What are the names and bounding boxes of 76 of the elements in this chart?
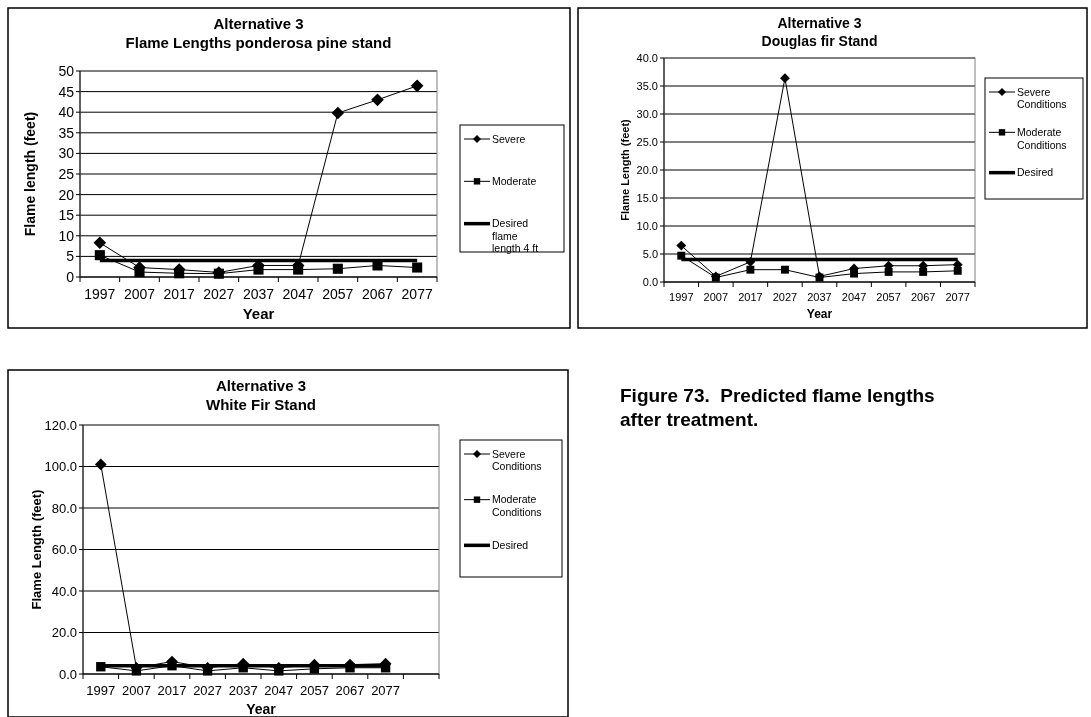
x-tick-label: 2017 [163, 286, 195, 302]
x-tick-label: 1997 [84, 286, 116, 302]
chart-title: Alternative 3 [777, 15, 862, 31]
x-tick-label: 2027 [193, 683, 223, 698]
legend-label: Moderate Conditions [492, 493, 542, 518]
chart-subtitle: Flame Lengths ponderosa pine stand [125, 34, 392, 51]
y-tick-label: 35 [58, 124, 75, 141]
y-tick-label: 40.0 [51, 583, 77, 599]
legend-label: Moderate Conditions [1017, 126, 1067, 151]
chart-title: Alternative 3 [215, 377, 307, 394]
y-tick-label: 45 [58, 83, 75, 100]
x-tick-label: 2067 [335, 683, 365, 698]
x-tick-label: 2007 [121, 683, 151, 698]
y-tick-label: 0.0 [642, 275, 658, 288]
x-tick-label: 2067 [361, 286, 394, 302]
x-axis-title: Year [242, 305, 275, 322]
y-tick-label: 20 [58, 186, 75, 203]
x-tick-label: 2077 [371, 683, 401, 698]
y-tick-label: 0.0 [58, 666, 77, 682]
legend-label: Severe Conditions [1017, 85, 1067, 111]
x-tick-label: 2047 [841, 291, 867, 303]
x-tick-label: 2057 [322, 286, 354, 302]
y-tick-label: 20.0 [51, 625, 77, 641]
y-tick-label: 5.0 [642, 247, 658, 260]
chart-title: Alternative 3 [213, 15, 304, 32]
x-tick-label: 2007 [123, 286, 156, 302]
y-tick-label: 30 [58, 145, 75, 162]
x-tick-label: 2077 [945, 291, 970, 303]
x-tick-label: 2047 [264, 683, 294, 698]
legend-label: Severe Conditions [492, 447, 542, 473]
legend-label: Moderate [492, 175, 537, 188]
y-tick-label: 25 [58, 165, 75, 182]
y-tick-label: 10.0 [636, 219, 658, 232]
y-tick-label: 120.0 [44, 417, 77, 433]
y-tick-label: 20.0 [636, 163, 658, 176]
x-axis-title: Year [246, 701, 277, 717]
y-tick-label: 0 [66, 268, 75, 285]
y-tick-label: 25.0 [636, 135, 658, 148]
y-tick-label: 15 [58, 207, 75, 224]
y-tick-label: 15.0 [636, 191, 658, 204]
y-tick-label: 5 [66, 248, 75, 265]
x-tick-label: 2057 [876, 291, 901, 303]
y-axis-title: Flame length (feet) [22, 111, 39, 237]
y-tick-label: 30.0 [636, 107, 658, 120]
y-axis-title: Flame Length (feet) [29, 489, 45, 610]
x-tick-label: 2027 [772, 291, 798, 303]
y-tick-label: 35.0 [636, 79, 658, 92]
x-tick-label: 2027 [203, 286, 235, 302]
legend-label: Desired [1017, 166, 1054, 179]
y-tick-label: 40 [58, 104, 75, 121]
y-tick-label: 80.0 [51, 500, 77, 516]
x-tick-label: 2017 [738, 291, 763, 303]
legend-label: Severe [492, 132, 526, 145]
legend-label: Desired flame length 4 ft [492, 217, 539, 255]
y-tick-label: 40.0 [636, 51, 658, 64]
x-tick-label: 2067 [910, 291, 936, 303]
x-tick-label: 2017 [157, 683, 187, 698]
legend-label: Desired [492, 539, 529, 552]
x-tick-label: 2057 [299, 683, 329, 698]
x-tick-label: 1997 [669, 291, 694, 303]
y-tick-label: 60.0 [51, 542, 77, 558]
x-tick-label: 2037 [242, 286, 275, 302]
x-tick-label: 1997 [86, 683, 116, 698]
chart-subtitle: White Fir Stand [206, 396, 316, 413]
y-tick-label: 50 [58, 62, 75, 79]
x-tick-label: 2007 [703, 291, 729, 303]
text: Figure 73. Predicted flame lengths after treatment. [620, 385, 935, 430]
x-tick-label: 2077 [401, 286, 433, 302]
y-axis-title: Flame Length (feet) [618, 118, 631, 221]
y-tick-label: 100.0 [44, 459, 77, 475]
x-axis-title: Year [806, 307, 833, 321]
x-tick-label: 2047 [282, 286, 314, 302]
y-tick-label: 10 [58, 227, 75, 244]
x-tick-label: 2037 [807, 291, 832, 303]
chart-subtitle: Douglas fir Stand [761, 33, 878, 49]
x-tick-label: 2037 [228, 683, 258, 698]
